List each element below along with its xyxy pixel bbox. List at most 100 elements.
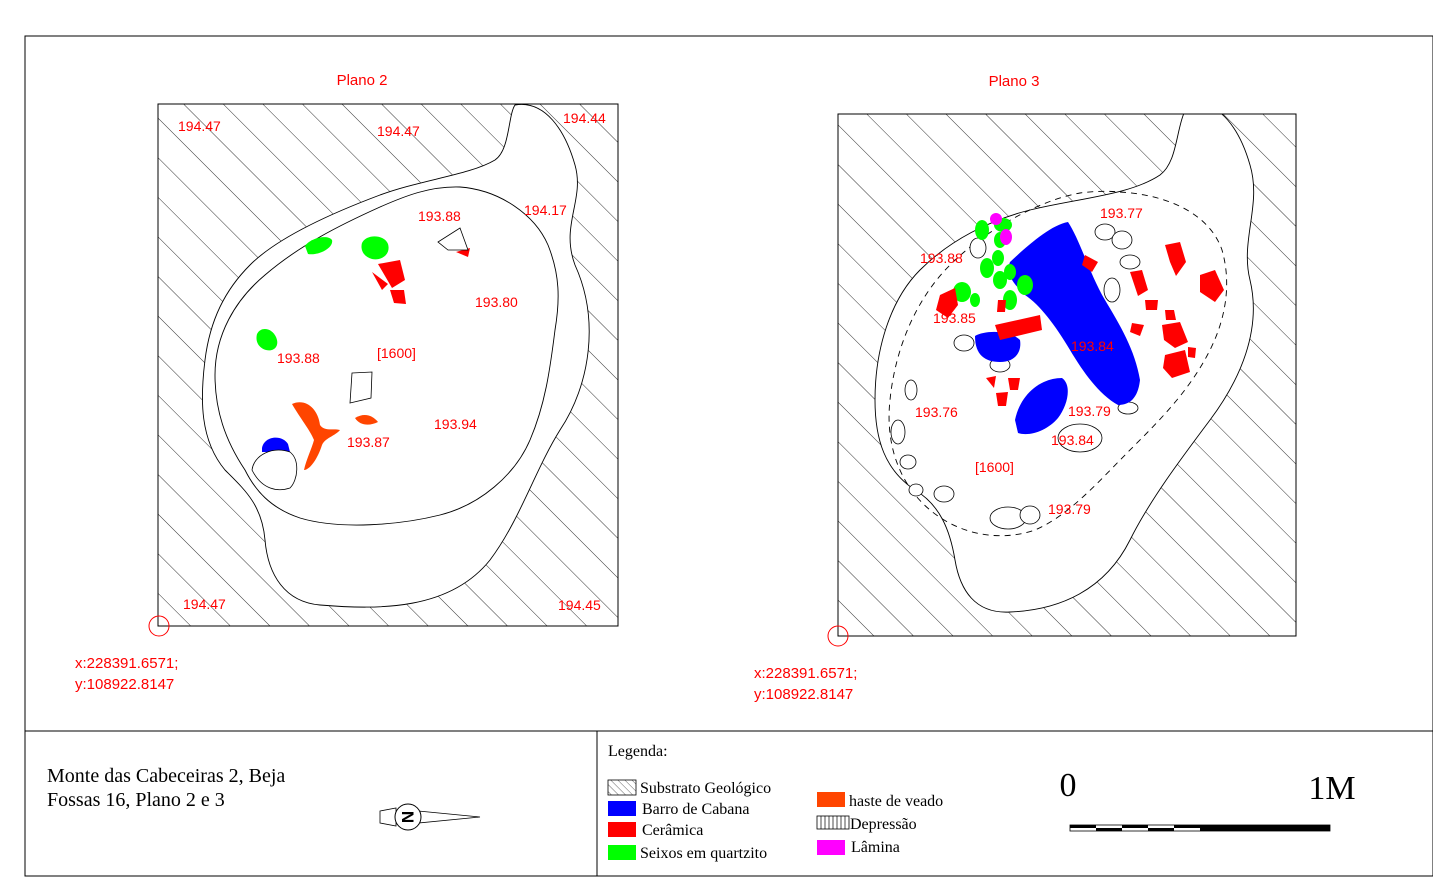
- north-arrow-icon: N: [379, 803, 481, 831]
- title-block: Monte das Cabeceiras 2, Beja Fossas 16, …: [47, 765, 285, 811]
- ceramica: [997, 300, 1006, 312]
- elevation-label: 194.47: [183, 596, 226, 612]
- context-label: [1600]: [975, 459, 1014, 475]
- ceramica: [1163, 350, 1190, 378]
- legend-swatch-depressao: [816, 815, 850, 830]
- plano-2-map: Plano 2 194.47 194.47 194.44 193.88 1: [75, 72, 619, 693]
- lamina: [1000, 229, 1012, 245]
- elevation-label: 193.77: [1100, 205, 1143, 221]
- elevation-label: 193.85: [933, 310, 976, 326]
- ceramica: [1130, 323, 1144, 336]
- seixo: [305, 237, 333, 255]
- ceramica: [1162, 322, 1188, 348]
- elevation-label: 194.45: [558, 597, 601, 613]
- legend-label: haste de veado: [849, 793, 943, 810]
- context-label: [1600]: [377, 345, 416, 361]
- legend-label: Barro de Cabana: [642, 801, 750, 818]
- ceramica: [1082, 255, 1098, 272]
- plano-3-map: Plano 3: [754, 73, 1297, 703]
- elevation-label: 193.79: [1048, 501, 1091, 517]
- ceramica: [936, 288, 958, 318]
- sheet-frame: [24, 35, 1433, 877]
- legend-swatch-haste: [817, 792, 845, 807]
- legend-label: Substrato Geológico: [640, 780, 771, 797]
- seixo: [1017, 275, 1033, 295]
- plano-3-frame: [837, 113, 1297, 637]
- elevation-label: 193.88: [920, 250, 963, 266]
- seixo: [1003, 290, 1017, 310]
- north-letter: N: [398, 811, 417, 823]
- stone-outline: [1019, 505, 1041, 525]
- stone-outline: [1119, 254, 1141, 270]
- seixo: [970, 293, 980, 307]
- ceramica: [1130, 270, 1148, 296]
- legend-label: Seixos em quartzito: [640, 845, 767, 862]
- ceramica: [1188, 347, 1196, 358]
- seixo: [992, 250, 1004, 266]
- stone-outline: [899, 454, 917, 470]
- elevation-label: 193.88: [418, 208, 461, 224]
- elevation-label: 193.94: [434, 416, 477, 432]
- plano-3-pit-inner-dashed: [888, 190, 1228, 537]
- site-title: Monte das Cabeceiras 2, Beja: [47, 765, 285, 787]
- elevation-label: 193.79: [1068, 403, 1111, 419]
- stone-outline: [953, 334, 975, 352]
- ceramica: [1145, 300, 1158, 310]
- ceramica: [1165, 310, 1176, 320]
- stone-outline: [1103, 277, 1121, 303]
- seixo: [993, 271, 1007, 289]
- elevation-label: 194.44: [563, 110, 606, 126]
- stone-outline: [1057, 423, 1103, 453]
- ceramica: [1200, 270, 1224, 302]
- legend-label: Lâmina: [851, 839, 900, 856]
- stone-outline: [437, 227, 469, 251]
- site-subtitle: Fossas 16, Plano 2 e 3: [47, 789, 225, 811]
- scale-end-label: 1M: [1308, 770, 1355, 807]
- haste: [292, 402, 340, 470]
- seixo: [953, 282, 971, 302]
- coord-y: y:108922.8147: [754, 686, 853, 703]
- seixo: [1004, 264, 1016, 280]
- seixo: [361, 236, 389, 260]
- plano-2-frame: [157, 103, 619, 627]
- stone-outline: [933, 485, 955, 503]
- plano-3-title: Plano 3: [989, 73, 1040, 90]
- stone-outline: [908, 483, 924, 497]
- barro: [1015, 378, 1068, 435]
- stone-outline: [1111, 230, 1133, 250]
- elevation-label: 193.87: [347, 434, 390, 450]
- elevation-label: 193.76: [915, 404, 958, 420]
- plano-3-pit-outer: [874, 114, 1255, 613]
- elevation-label: 194.17: [524, 202, 567, 218]
- legend-label: Cerâmica: [642, 822, 703, 839]
- lamina: [990, 213, 1002, 225]
- seixo: [975, 220, 989, 240]
- legend: Legenda: Substrato Geológico Barro de Ca…: [607, 743, 943, 862]
- plano-2-pit-inner: [214, 186, 559, 526]
- elevation-label: 193.84: [1071, 338, 1114, 354]
- ceramica: [1165, 242, 1186, 276]
- legend-swatch-seixos: [608, 845, 636, 860]
- legend-swatch-substrato: [607, 779, 637, 796]
- elevation-label: 193.84: [1051, 432, 1094, 448]
- reference-point-marker: [148, 615, 170, 637]
- stone-outline: [349, 371, 373, 404]
- elevation-label: 194.47: [377, 123, 420, 139]
- elevation-label: 194.47: [178, 118, 221, 134]
- barro: [1008, 222, 1140, 405]
- legend-swatch-ceramica: [608, 822, 636, 837]
- ceramica: [986, 376, 996, 388]
- seixo: [980, 258, 994, 278]
- stone-outline: [1094, 223, 1116, 241]
- scale-bar: 0 1M: [1060, 767, 1356, 832]
- ceramica: [1008, 378, 1020, 390]
- legend-title: Legenda:: [608, 743, 668, 760]
- ceramica: [378, 260, 405, 288]
- elevation-label: 193.88: [277, 350, 320, 366]
- reference-point-marker: [827, 625, 849, 647]
- haste: [355, 415, 378, 425]
- coord-y: y:108922.8147: [75, 676, 174, 693]
- ceramica: [995, 315, 1042, 340]
- ceramica: [390, 290, 406, 304]
